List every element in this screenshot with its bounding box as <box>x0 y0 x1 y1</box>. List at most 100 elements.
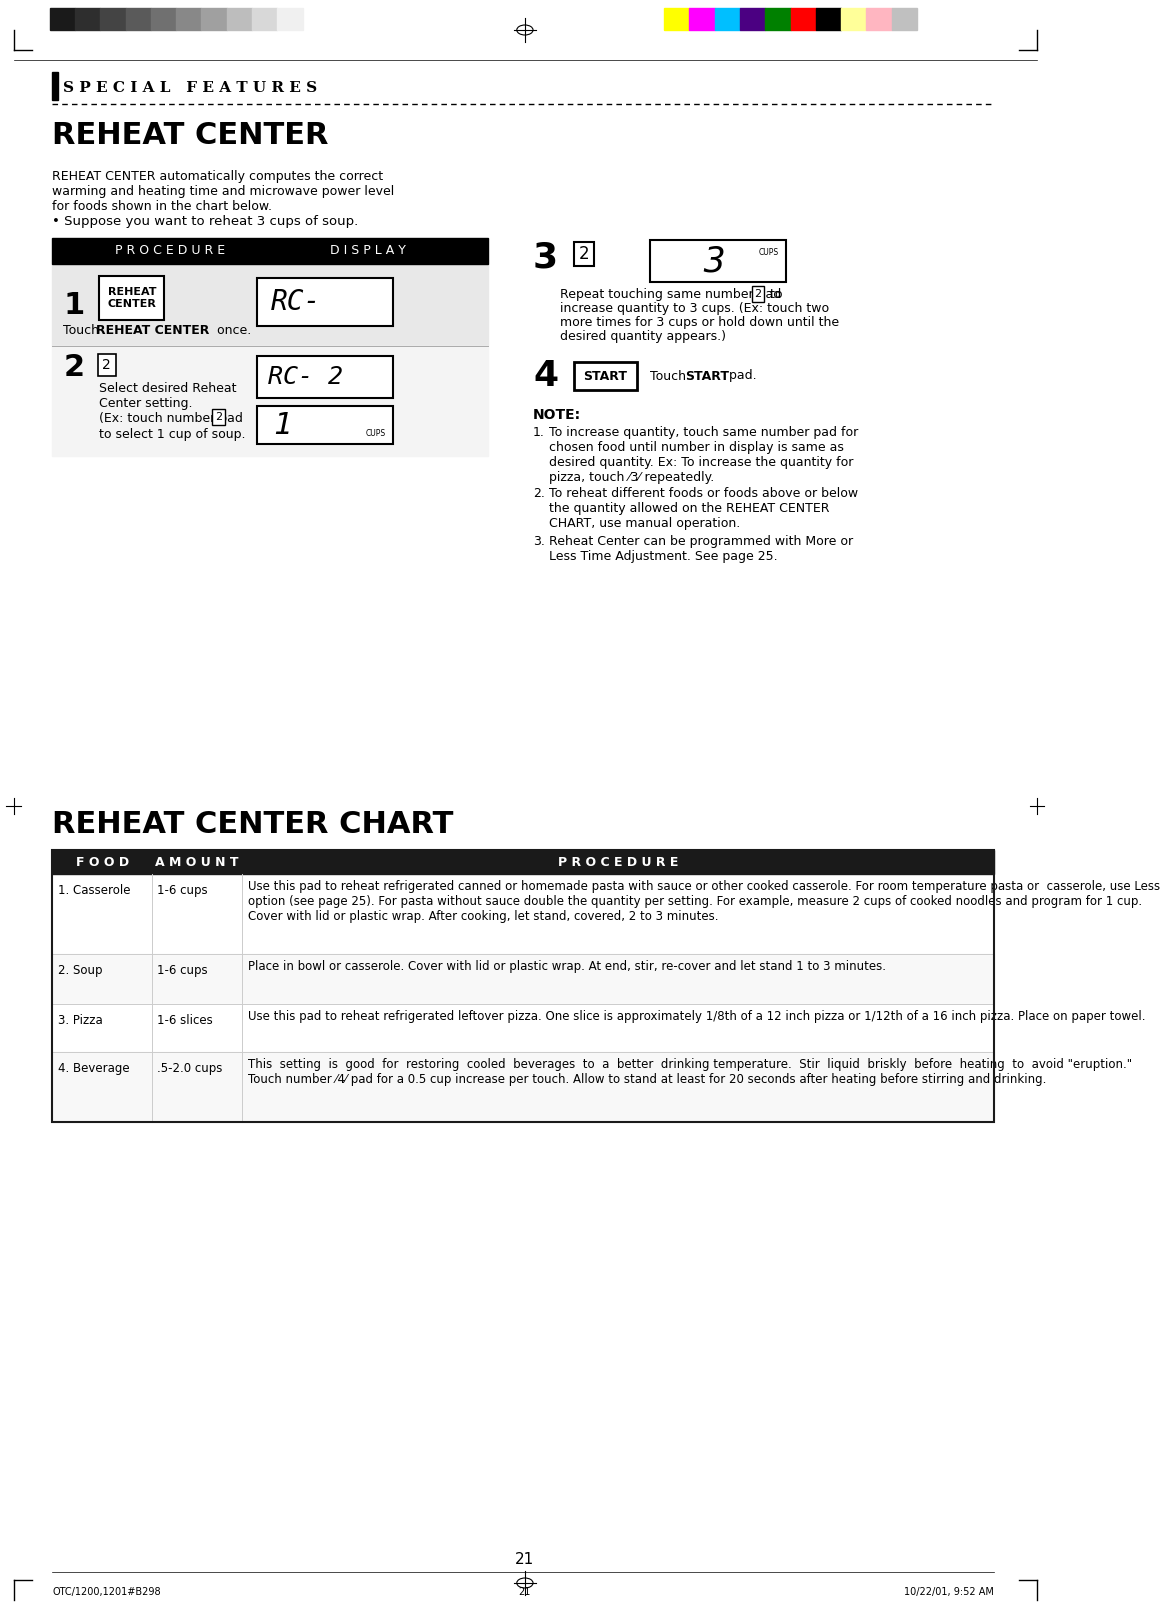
Text: 2: 2 <box>215 411 222 423</box>
Text: Touch: Touch <box>63 324 104 337</box>
Bar <box>52 874 994 953</box>
Bar <box>100 8 126 31</box>
Text: REHEAT
CENTER: REHEAT CENTER <box>107 287 156 308</box>
Bar <box>126 8 151 31</box>
Bar <box>52 1052 994 1123</box>
Bar <box>213 410 224 424</box>
Bar <box>650 240 786 282</box>
Text: 1.: 1. <box>533 426 545 439</box>
Text: 3.: 3. <box>533 536 545 548</box>
Bar <box>98 353 115 376</box>
Bar <box>52 850 994 1123</box>
Bar <box>765 8 791 31</box>
Bar <box>201 8 227 31</box>
Text: 2: 2 <box>63 353 85 382</box>
Text: 1-6 slices: 1-6 slices <box>157 1015 213 1027</box>
Text: OTC/1200,1201#B298: OTC/1200,1201#B298 <box>52 1587 160 1597</box>
Bar <box>841 8 866 31</box>
Bar <box>52 347 487 456</box>
Text: Use this pad to reheat refrigerated leftover pizza. One slice is approximately 1: Use this pad to reheat refrigerated left… <box>248 1010 1146 1023</box>
Text: D I S P L A Y: D I S P L A Y <box>330 245 406 258</box>
Text: Repeat touching same number pad: Repeat touching same number pad <box>561 289 785 302</box>
Text: (Ex: touch number pad: (Ex: touch number pad <box>99 411 248 424</box>
Bar <box>573 361 637 390</box>
Bar <box>866 8 892 31</box>
Text: 4. Beverage: 4. Beverage <box>58 1061 129 1074</box>
Text: desired quantity appears.): desired quantity appears.) <box>561 331 726 344</box>
Bar <box>52 850 994 874</box>
Bar <box>151 8 176 31</box>
Text: 3: 3 <box>702 244 725 277</box>
Text: 2.: 2. <box>533 487 545 500</box>
Text: 2: 2 <box>755 289 762 298</box>
Text: 1-6 cups: 1-6 cups <box>157 965 208 977</box>
Text: Place in bowl or casserole. Cover with lid or plastic wrap. At end, stir, re-cov: Place in bowl or casserole. Cover with l… <box>248 960 885 973</box>
Text: 3. Pizza: 3. Pizza <box>58 1015 102 1027</box>
Text: F O O D: F O O D <box>76 855 129 868</box>
Bar <box>52 239 487 265</box>
Text: 1-6 cups: 1-6 cups <box>157 884 208 897</box>
Text: increase quantity to 3 cups. (Ex: touch two: increase quantity to 3 cups. (Ex: touch … <box>561 302 829 315</box>
Bar <box>573 242 593 266</box>
Text: Reheat Center can be programmed with More or
Less Time Adjustment. See page 25.: Reheat Center can be programmed with Mor… <box>549 536 854 563</box>
Text: S P E C I A L   F E A T U R E S: S P E C I A L F E A T U R E S <box>63 81 317 95</box>
Text: 2: 2 <box>578 245 588 263</box>
Text: CUPS: CUPS <box>758 248 779 256</box>
Text: To increase quantity, touch same number pad for
chosen food until number in disp: To increase quantity, touch same number … <box>549 426 858 484</box>
Bar <box>257 406 393 444</box>
Bar <box>892 8 916 31</box>
Text: • Suppose you want to reheat 3 cups of soup.: • Suppose you want to reheat 3 cups of s… <box>52 215 358 227</box>
Text: 2: 2 <box>102 358 110 373</box>
Bar <box>74 8 100 31</box>
Text: 2. Soup: 2. Soup <box>58 965 102 977</box>
Bar <box>176 8 201 31</box>
Bar <box>52 1003 994 1052</box>
Text: to select 1 cup of soup.: to select 1 cup of soup. <box>99 427 245 440</box>
Bar <box>50 8 74 31</box>
Bar <box>257 277 393 326</box>
Text: 21: 21 <box>515 1552 535 1568</box>
Text: .5-2.0 cups: .5-2.0 cups <box>157 1061 222 1074</box>
Bar <box>252 8 277 31</box>
Bar <box>740 8 765 31</box>
Text: 4: 4 <box>533 360 558 394</box>
Text: To reheat different foods or foods above or below
the quantity allowed on the RE: To reheat different foods or foods above… <box>549 487 858 531</box>
Bar <box>52 73 58 100</box>
Text: 10/22/01, 9:52 AM: 10/22/01, 9:52 AM <box>904 1587 994 1597</box>
Bar <box>751 286 764 302</box>
Text: P R O C E D U R E: P R O C E D U R E <box>558 855 678 868</box>
Bar <box>791 8 815 31</box>
Text: more times for 3 cups or hold down until the: more times for 3 cups or hold down until… <box>561 316 840 329</box>
Text: 21: 21 <box>519 1587 531 1597</box>
Text: once.: once. <box>213 324 251 337</box>
Bar <box>664 8 690 31</box>
Text: This  setting  is  good  for  restoring  cooled  beverages  to  a  better  drink: This setting is good for restoring coole… <box>248 1058 1135 1086</box>
Text: Touch: Touch <box>650 369 691 382</box>
Text: 1. Casserole: 1. Casserole <box>58 884 130 897</box>
Bar <box>714 8 740 31</box>
Text: CUPS: CUPS <box>365 429 386 439</box>
Text: 1: 1 <box>63 290 85 319</box>
Text: RC- 2: RC- 2 <box>269 365 343 389</box>
Bar <box>690 8 714 31</box>
Bar <box>227 8 252 31</box>
Text: START: START <box>584 369 627 382</box>
Text: REHEAT CENTER: REHEAT CENTER <box>52 121 329 150</box>
Text: REHEAT CENTER CHART: REHEAT CENTER CHART <box>52 810 454 839</box>
Text: Select desired Reheat
Center setting.: Select desired Reheat Center setting. <box>99 382 237 410</box>
Text: A M O U N T: A M O U N T <box>155 855 238 868</box>
Bar <box>277 8 302 31</box>
Bar <box>52 265 487 347</box>
Text: RC-: RC- <box>271 289 321 316</box>
Bar <box>99 276 164 319</box>
Text: pad.: pad. <box>726 369 757 382</box>
Bar <box>815 8 841 31</box>
Text: 3: 3 <box>533 240 558 274</box>
Text: REHEAT CENTER automatically computes the correct
warming and heating time and mi: REHEAT CENTER automatically computes the… <box>52 169 394 213</box>
Text: Use this pad to reheat refrigerated canned or homemade pasta with sauce or other: Use this pad to reheat refrigerated cann… <box>248 881 1160 923</box>
Bar <box>257 356 393 398</box>
Text: 1: 1 <box>273 410 292 439</box>
Text: NOTE:: NOTE: <box>533 408 582 423</box>
Text: REHEAT CENTER: REHEAT CENTER <box>95 324 209 337</box>
Text: P R O C E D U R E: P R O C E D U R E <box>115 245 224 258</box>
